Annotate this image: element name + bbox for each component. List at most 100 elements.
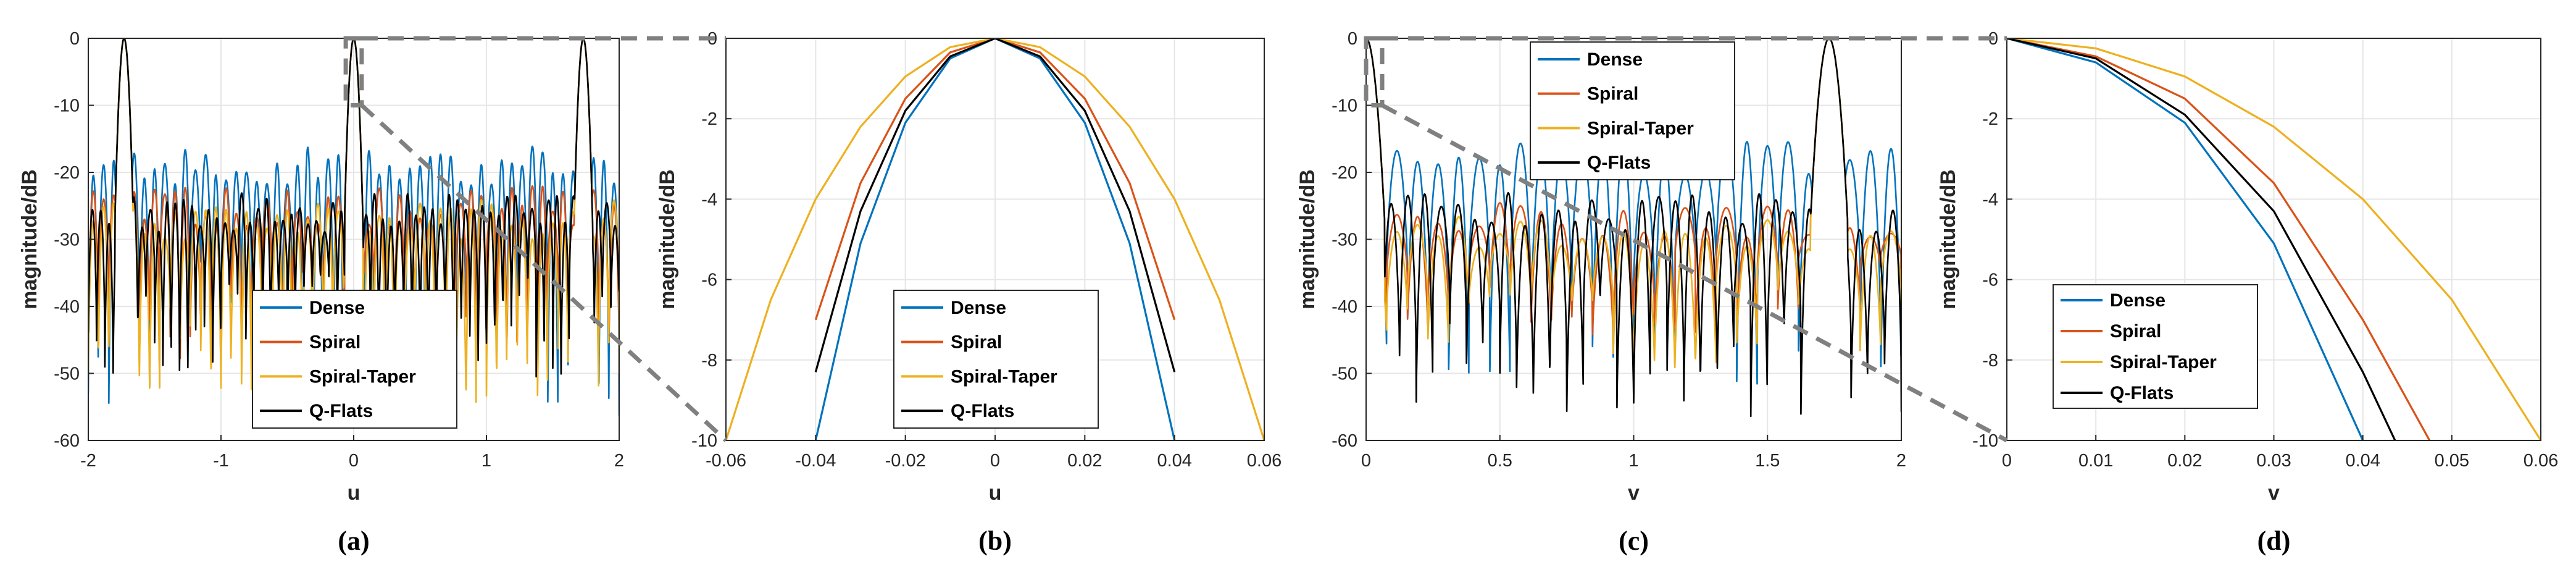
x-tick-label: -2: [80, 451, 96, 471]
series-line-spiral: [814, 38, 1176, 321]
y-tick-label: -2: [1982, 109, 1998, 129]
legend-label-q-flats: Q-Flats: [2110, 383, 2174, 403]
x-tick-label: 0: [990, 451, 1000, 471]
x-tick-label: 1: [1628, 451, 1638, 471]
y-tick-label: -10: [691, 431, 717, 451]
x-tick-label: 0.01: [2078, 451, 2113, 471]
zoom-connector-bottom: [1381, 103, 2008, 443]
y-axis-label: magnitude/dB: [1296, 169, 1319, 309]
x-tick-label: 1: [481, 451, 491, 471]
zoom-connector-bottom: [360, 103, 728, 442]
series-group: [726, 38, 1264, 440]
panel-label: (b): [978, 526, 1012, 556]
y-tick-label: -6: [1982, 271, 1998, 290]
series-group: [2007, 38, 2541, 440]
y-tick-label: -8: [1982, 351, 1998, 371]
panel-label: (d): [2257, 526, 2291, 556]
legend: Dense Spiral Spiral-Taper Q-Flats: [1530, 41, 1735, 180]
panel-b-chart: -0.06 -0.04 -0.02 0 0.02 0.04 0.060-2-4-6-8-10…: [656, 29, 1282, 556]
x-tick-label: 1.5: [1755, 451, 1780, 471]
x-tick-label: 0.02: [2167, 451, 2202, 471]
legend-label-spiral: Spiral: [309, 332, 361, 353]
panel-label: (a): [338, 526, 369, 556]
y-axis-label: magnitude/dB: [656, 169, 679, 309]
y-tick-label: -50: [1332, 364, 1357, 384]
y-tick-label: 0: [1348, 29, 1357, 49]
y-tick-label: -20: [54, 163, 80, 183]
y-tick-label: -40: [1332, 297, 1357, 317]
x-axis-label: u: [989, 481, 1002, 505]
series-line-q-flats: [1366, 38, 1901, 418]
x-tick-label: 0.04: [2345, 451, 2380, 471]
panel-c-chart: 0 0.5 1 1.5 2 0 -10 -20 -30 -40 -50 -60 v magnitude/d…: [1296, 29, 1906, 556]
series-line-q-flats: [2007, 38, 2396, 440]
legend-label-dense: Dense: [2110, 290, 2165, 311]
legend: Dense Spiral Spiral-Taper Q-Flats: [252, 290, 457, 429]
panel-a-chart: -2 -1 0 1 20-10-20-30-40-50-60umagnitude/dB(…: [18, 29, 624, 556]
y-tick-label: -10: [1972, 431, 1998, 451]
y-tick-label: -60: [1332, 431, 1357, 451]
x-tick-label: 2: [614, 451, 624, 471]
y-tick-label: 0: [70, 29, 80, 49]
legend-label-spiral-taper: Spiral-Taper: [309, 366, 416, 387]
legend-label-q-flats: Q-Flats: [1587, 153, 1651, 173]
legend-label-dense: Dense: [1587, 49, 1643, 70]
legend-label-spiral-taper: Spiral-Taper: [1587, 118, 1694, 138]
y-tick-label: -4: [1982, 190, 1998, 209]
series-line-dense: [814, 38, 1176, 440]
series-line-q-flats: [814, 38, 1176, 372]
x-tick-label: -0.04: [795, 451, 836, 471]
zoom-guides: [343, 36, 2008, 443]
legend: Dense Spiral Spiral-Taper Q-Flats: [2053, 284, 2258, 409]
x-tick-label: 0.5: [1488, 451, 1512, 471]
x-tick-label: 0: [349, 451, 359, 471]
x-tick-label: 0: [2002, 451, 2012, 471]
x-tick-label: 2: [1896, 451, 1906, 471]
y-tick-label: -4: [701, 190, 717, 209]
legend-box: [893, 290, 1099, 429]
x-tick-label: -0.02: [885, 451, 926, 471]
legend-label-spiral: Spiral: [2110, 321, 2161, 342]
x-tick-label: -0.06: [706, 451, 746, 471]
series-line-spiral-taper: [726, 38, 1264, 440]
series-group: [88, 38, 619, 416]
y-tick-label: -50: [54, 364, 80, 384]
series-line-q-flats: [88, 38, 619, 377]
x-tick-label: -1: [213, 451, 229, 471]
y-axis-label: magnitude/dB: [18, 169, 41, 309]
y-tick-label: -8: [701, 351, 717, 371]
zoom-rectangle: [1364, 36, 1385, 107]
legend-box: [1530, 41, 1735, 180]
y-tick-label: -10: [1332, 96, 1357, 116]
x-axis-label: u: [348, 481, 361, 505]
legend-label-dense: Dense: [951, 298, 1006, 318]
panel-d-chart: 0 0.01 0.02 0.03 0.04 0.05 0.060-2-4-6-8-10vma…: [1936, 29, 2558, 556]
x-tick-label: 0.02: [1067, 451, 1102, 471]
legend-box: [2053, 284, 2258, 409]
legend-label-spiral-taper: Spiral-Taper: [2110, 352, 2217, 372]
y-tick-label: -2: [701, 109, 717, 129]
y-tick-label: -10: [54, 96, 80, 116]
legend-label-spiral-taper: Spiral-Taper: [951, 366, 1057, 387]
legend: Dense Spiral Spiral-Taper Q-Flats: [893, 290, 1099, 429]
y-axis-label: magnitude/dB: [1936, 169, 1960, 309]
y-tick-label: -30: [54, 230, 80, 250]
x-tick-label: 0.05: [2435, 451, 2469, 471]
x-tick-label: 0: [1361, 451, 1371, 471]
legend-label-dense: Dense: [309, 298, 365, 318]
legend-label-q-flats: Q-Flats: [951, 401, 1014, 421]
series-line-dense: [2007, 38, 2364, 440]
series-line-spiral: [2007, 38, 2431, 440]
x-axis-label: v: [1628, 481, 1640, 505]
x-tick-label: 0.06: [1247, 451, 1282, 471]
legend-label-q-flats: Q-Flats: [309, 401, 373, 421]
series-group: [1366, 38, 1901, 418]
legend-label-spiral: Spiral: [951, 332, 1002, 353]
legend-box: [252, 290, 457, 429]
y-tick-label: -60: [54, 431, 80, 451]
y-tick-label: -40: [54, 297, 80, 317]
x-tick-label: 0.04: [1157, 451, 1191, 471]
y-tick-label: -6: [701, 271, 717, 290]
x-tick-label: 0.03: [2256, 451, 2291, 471]
